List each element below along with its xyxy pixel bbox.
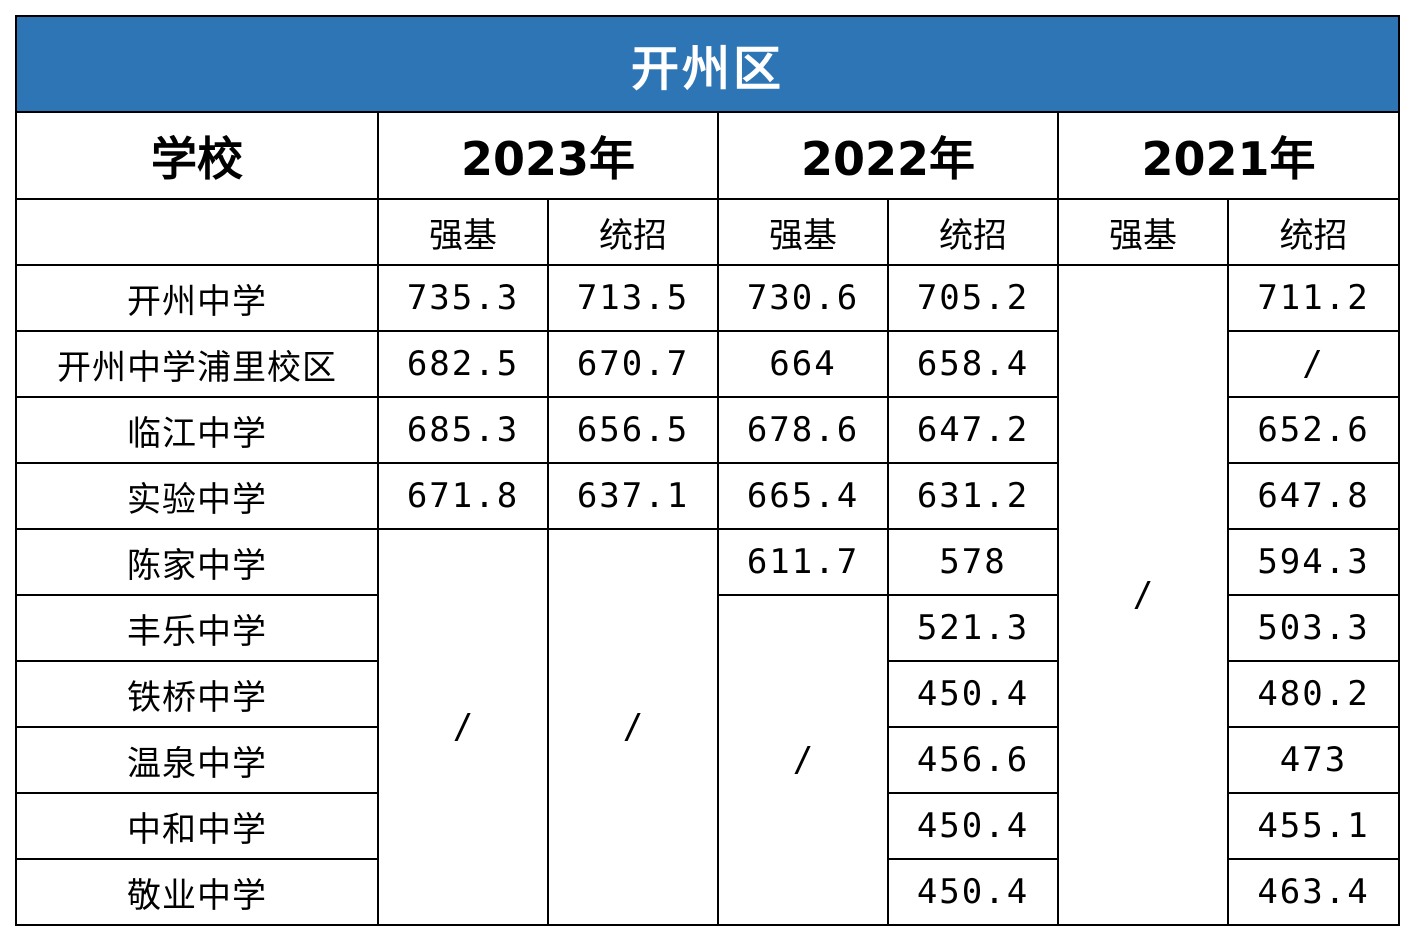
score-2021-tongzhao: 503.3 bbox=[1226, 594, 1401, 662]
score-2023-qiangji: 685.3 bbox=[377, 396, 549, 464]
sub-header-2022-qiangji: 强基 bbox=[717, 198, 889, 266]
score-2022-tongzhao: 658.4 bbox=[887, 330, 1059, 398]
table-row: 实验中学 671.8 637.1 665.4 631.2 647.8 bbox=[15, 462, 1401, 530]
school-name: 开州中学浦里校区 bbox=[15, 330, 379, 398]
table-row: 敬业中学 450.4 463.4 bbox=[15, 858, 1401, 926]
year-header-row: 学校 2023年 2022年 2021年 bbox=[15, 111, 1401, 200]
year-2021-header: 2021年 bbox=[1056, 111, 1401, 200]
sub-header-2023-qiangji: 强基 bbox=[377, 198, 549, 266]
merged-2023-tongzhao: / bbox=[547, 528, 719, 926]
table-row: 临江中学 685.3 656.5 678.6 647.2 652.6 bbox=[15, 396, 1401, 464]
school-name: 中和中学 bbox=[15, 792, 379, 860]
sub-header-2023-tongzhao: 统招 bbox=[547, 198, 719, 266]
score-2023-qiangji: 671.8 bbox=[377, 462, 549, 530]
score-table-container: 开州区 学校 2023年 2022年 2021年 强基 统招 强基 统招 强基 … bbox=[14, 15, 1401, 926]
score-2022-qiangji: 678.6 bbox=[717, 396, 889, 464]
year-2022-header: 2022年 bbox=[717, 111, 1059, 200]
score-2021-tongzhao: 463.4 bbox=[1226, 858, 1401, 926]
score-2023-qiangji: 682.5 bbox=[377, 330, 549, 398]
school-name: 实验中学 bbox=[15, 462, 379, 530]
score-2021-tongzhao: 480.2 bbox=[1226, 660, 1401, 728]
merged-2023-qiangji: / bbox=[377, 528, 549, 926]
school-column-header: 学校 bbox=[15, 111, 379, 200]
table-row: 开州中学浦里校区 682.5 670.7 664 658.4 / bbox=[15, 330, 1401, 398]
table-row: 丰乐中学 / 521.3 503.3 bbox=[15, 594, 1401, 926]
score-2021-tongzhao: 473 bbox=[1226, 726, 1401, 794]
table-title: 开州区 bbox=[14, 15, 1401, 113]
score-2022-qiangji: 665.4 bbox=[717, 462, 889, 530]
sub-header-2021-tongzhao: 统招 bbox=[1226, 198, 1401, 266]
school-name: 温泉中学 bbox=[15, 726, 379, 794]
score-2022-tongzhao: 631.2 bbox=[887, 462, 1059, 530]
school-name: 敬业中学 bbox=[15, 858, 379, 926]
score-2021-tongzhao: 652.6 bbox=[1226, 396, 1401, 464]
score-2023-tongzhao: 656.5 bbox=[547, 396, 719, 464]
score-2021-tongzhao: 455.1 bbox=[1226, 792, 1401, 860]
score-2023-tongzhao: 713.5 bbox=[547, 264, 719, 332]
score-2023-tongzhao: 637.1 bbox=[547, 462, 719, 530]
score-2022-tongzhao: 450.4 bbox=[887, 792, 1059, 860]
sub-header-2021-qiangji: 强基 bbox=[1057, 198, 1229, 266]
sub-header-2022-tongzhao: 统招 bbox=[887, 198, 1059, 266]
sub-header-row: 强基 统招 强基 统招 强基 统招 bbox=[15, 198, 1401, 266]
admission-score-table: 开州区 学校 2023年 2022年 2021年 强基 统招 强基 统招 强基 … bbox=[14, 15, 1401, 926]
table-row: 温泉中学 456.6 473 bbox=[15, 726, 1401, 794]
sub-header-blank bbox=[15, 198, 379, 266]
score-2022-tongzhao: 705.2 bbox=[887, 264, 1059, 332]
score-2021-tongzhao: / bbox=[1226, 330, 1401, 398]
year-2023-header: 2023年 bbox=[377, 111, 719, 200]
score-2021-tongzhao: 647.8 bbox=[1226, 462, 1401, 530]
title-row: 开州区 bbox=[14, 15, 1401, 113]
school-name: 丰乐中学 bbox=[15, 594, 379, 662]
school-name: 铁桥中学 bbox=[15, 660, 379, 728]
score-2022-tongzhao: 647.2 bbox=[887, 396, 1059, 464]
table-row: 开州中学 735.3 713.5 730.6 705.2 / 711.2 bbox=[15, 264, 1401, 926]
school-name: 陈家中学 bbox=[15, 528, 379, 596]
score-2022-qiangji: 730.6 bbox=[717, 264, 889, 332]
merged-2022-qiangji: / bbox=[717, 594, 889, 926]
table-row: 铁桥中学 450.4 480.2 bbox=[15, 660, 1401, 728]
score-2021-tongzhao: 711.2 bbox=[1226, 264, 1401, 332]
score-2022-tongzhao: 450.4 bbox=[887, 858, 1059, 926]
score-2023-qiangji: 735.3 bbox=[377, 264, 549, 332]
score-2022-qiangji: 611.7 bbox=[717, 528, 889, 596]
score-2023-tongzhao: 670.7 bbox=[547, 330, 719, 398]
school-name: 临江中学 bbox=[15, 396, 379, 464]
score-2022-qiangji: 664 bbox=[717, 330, 889, 398]
score-2022-tongzhao: 450.4 bbox=[887, 660, 1059, 728]
score-2022-tongzhao: 578 bbox=[887, 528, 1059, 596]
score-2021-tongzhao: 594.3 bbox=[1226, 528, 1401, 596]
table-row: 中和中学 450.4 455.1 bbox=[15, 792, 1401, 860]
table-row: 陈家中学 / / 611.7 578 594.3 bbox=[15, 528, 1401, 926]
merged-2021-qiangji: / bbox=[1057, 264, 1229, 926]
score-2022-tongzhao: 456.6 bbox=[887, 726, 1059, 794]
score-2022-tongzhao: 521.3 bbox=[887, 594, 1059, 662]
school-name: 开州中学 bbox=[15, 264, 379, 332]
